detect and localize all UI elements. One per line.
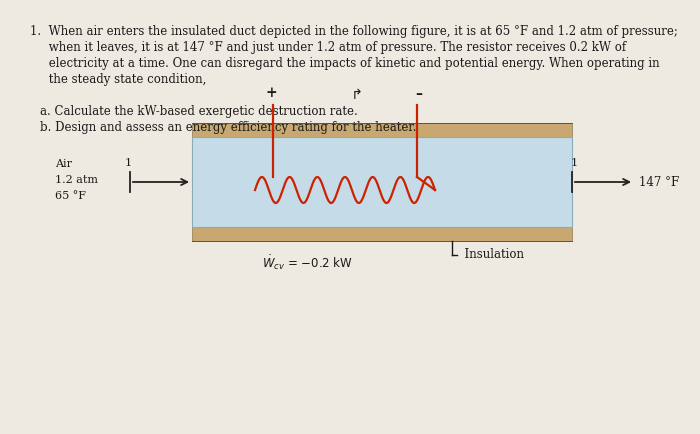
Text: 1.2 atm: 1.2 atm xyxy=(55,175,98,185)
Text: electricity at a time. One can disregard the impacts of kinetic and potential en: electricity at a time. One can disregard… xyxy=(30,57,659,70)
Text: $\dot{W}_{cv}$ = −0.2 kW: $\dot{W}_{cv}$ = −0.2 kW xyxy=(262,253,353,272)
Text: 65 °F: 65 °F xyxy=(55,191,86,201)
Text: a. Calculate the kW-based exergetic destruction rate.: a. Calculate the kW-based exergetic dest… xyxy=(40,105,358,118)
Text: when it leaves, it is at 147 °F and just under 1.2 atm of pressure. The resistor: when it leaves, it is at 147 °F and just… xyxy=(30,41,626,54)
Text: 1: 1 xyxy=(125,158,132,168)
Bar xyxy=(192,137,572,227)
Text: 147 °F: 147 °F xyxy=(639,175,679,188)
Text: 1: 1 xyxy=(570,158,578,168)
Text: +: + xyxy=(265,86,276,100)
Text: Air: Air xyxy=(55,159,72,169)
Bar xyxy=(192,123,572,137)
Text: b. Design and assess an energy efficiency rating for the heater.: b. Design and assess an energy efficienc… xyxy=(40,121,416,134)
Text: ↲: ↲ xyxy=(347,83,359,97)
Text: –: – xyxy=(416,87,423,101)
Text: the steady state condition,: the steady state condition, xyxy=(30,73,206,86)
Text: Insulation: Insulation xyxy=(457,249,524,262)
Text: 1.  When air enters the insulated duct depicted in the following figure, it is a: 1. When air enters the insulated duct de… xyxy=(30,25,678,38)
Bar xyxy=(192,227,572,241)
